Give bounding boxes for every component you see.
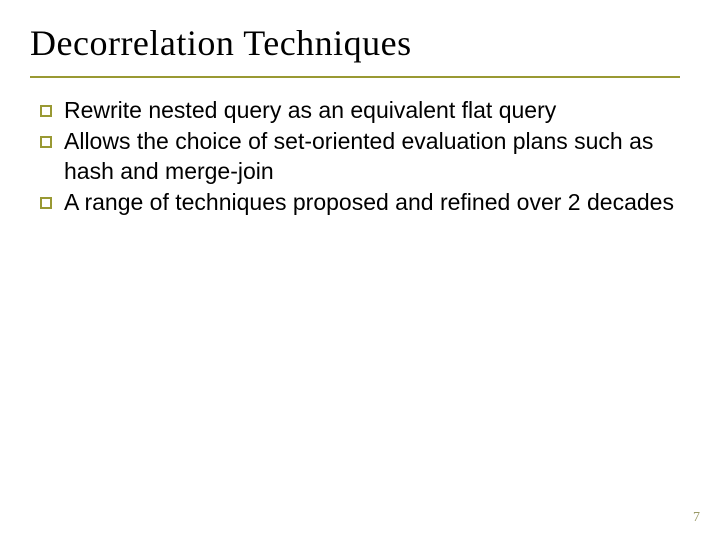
bullet-list: Rewrite nested query as an equivalent fl… [40,96,680,220]
list-item: A range of techniques proposed and refin… [40,188,680,217]
bullet-text: A range of techniques proposed and refin… [64,188,680,217]
square-bullet-icon [40,197,52,209]
slide-title: Decorrelation Techniques [30,22,412,64]
list-item: Rewrite nested query as an equivalent fl… [40,96,680,125]
slide: Decorrelation Techniques Rewrite nested … [0,0,720,540]
list-item: Allows the choice of set-oriented evalua… [40,127,680,186]
title-underline [30,76,680,78]
bullet-text: Rewrite nested query as an equivalent fl… [64,96,680,125]
bullet-text: Allows the choice of set-oriented evalua… [64,127,680,186]
page-number: 7 [693,510,700,526]
square-bullet-icon [40,105,52,117]
square-bullet-icon [40,136,52,148]
